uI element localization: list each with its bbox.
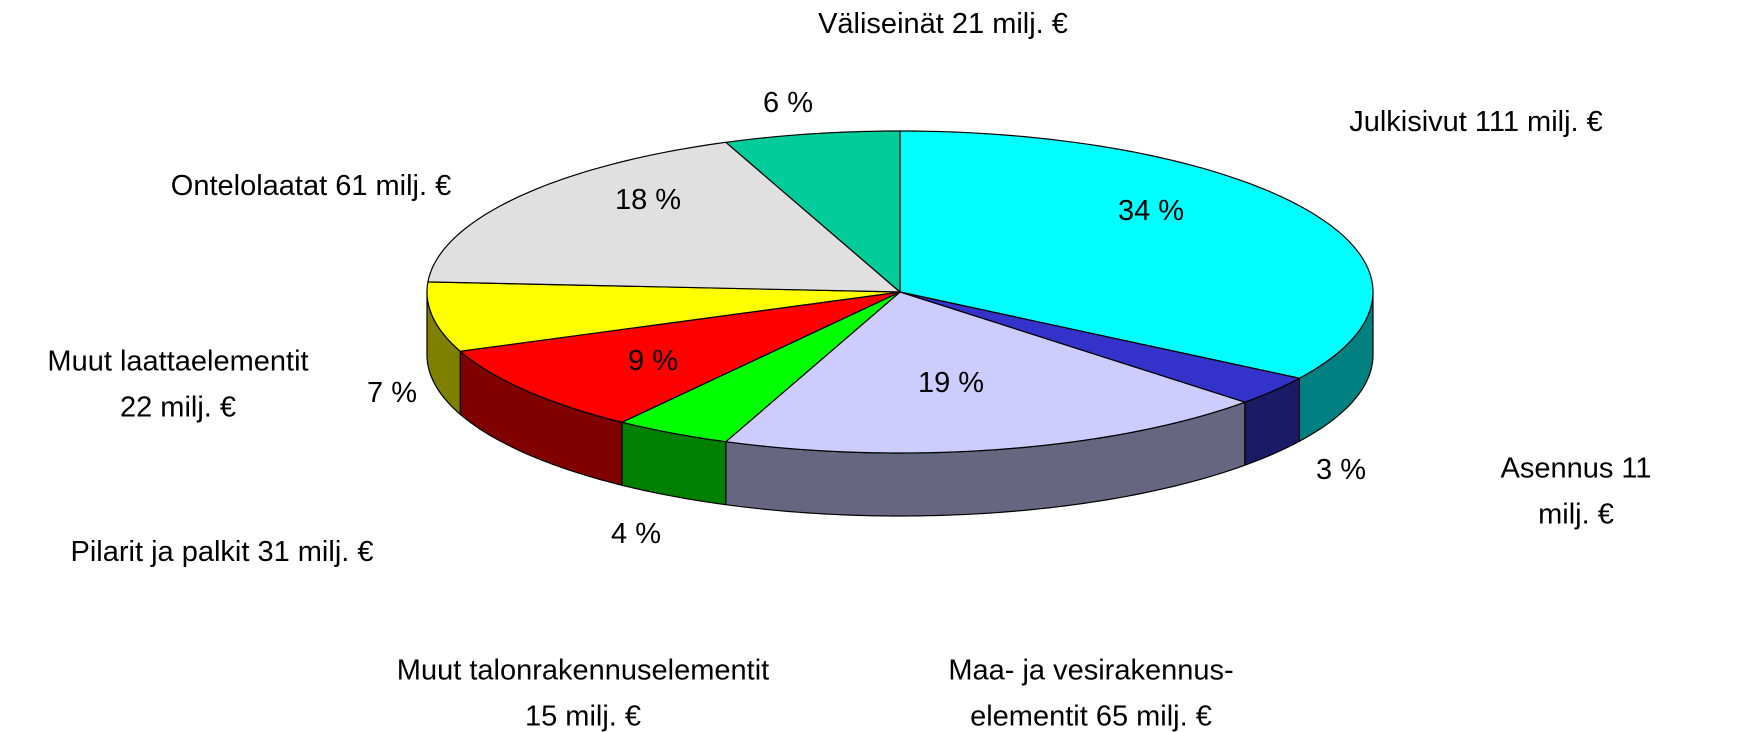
category-label: Muut laattaelementit 22 milj. € <box>47 345 309 424</box>
value-label: 9 % <box>628 344 678 377</box>
slice <box>725 130 901 293</box>
value-label: 3 % <box>1316 453 1366 486</box>
slice <box>427 141 901 293</box>
value-label: 19 % <box>917 366 985 399</box>
value-label: 4 % <box>611 517 661 550</box>
category-label: Asennus 11 milj. € <box>1500 452 1652 531</box>
value-label: 7 % <box>367 376 417 409</box>
category-label: Ontelolaatat 61 milj. € <box>170 169 452 202</box>
category-label: Maa- ja vesirakennus- elementit 65 milj.… <box>948 654 1234 732</box>
category-label: Muut talonrakennuselementit 15 milj. € <box>396 654 770 732</box>
value-label: 18 % <box>614 183 682 216</box>
slice <box>459 291 901 423</box>
slice <box>899 291 1300 403</box>
slice <box>621 291 901 443</box>
slice <box>899 130 1374 379</box>
value-label: 6 % <box>763 86 813 119</box>
slice <box>426 281 901 352</box>
value-label: 34 % <box>1117 194 1185 227</box>
category-label: Julkisivut 111 milj. € <box>1349 105 1603 138</box>
slice <box>725 291 1246 454</box>
category-label: Väliseinät 21 milj. € <box>818 7 1068 40</box>
category-label: Pilarit ja palkit 31 milj. € <box>70 535 374 568</box>
